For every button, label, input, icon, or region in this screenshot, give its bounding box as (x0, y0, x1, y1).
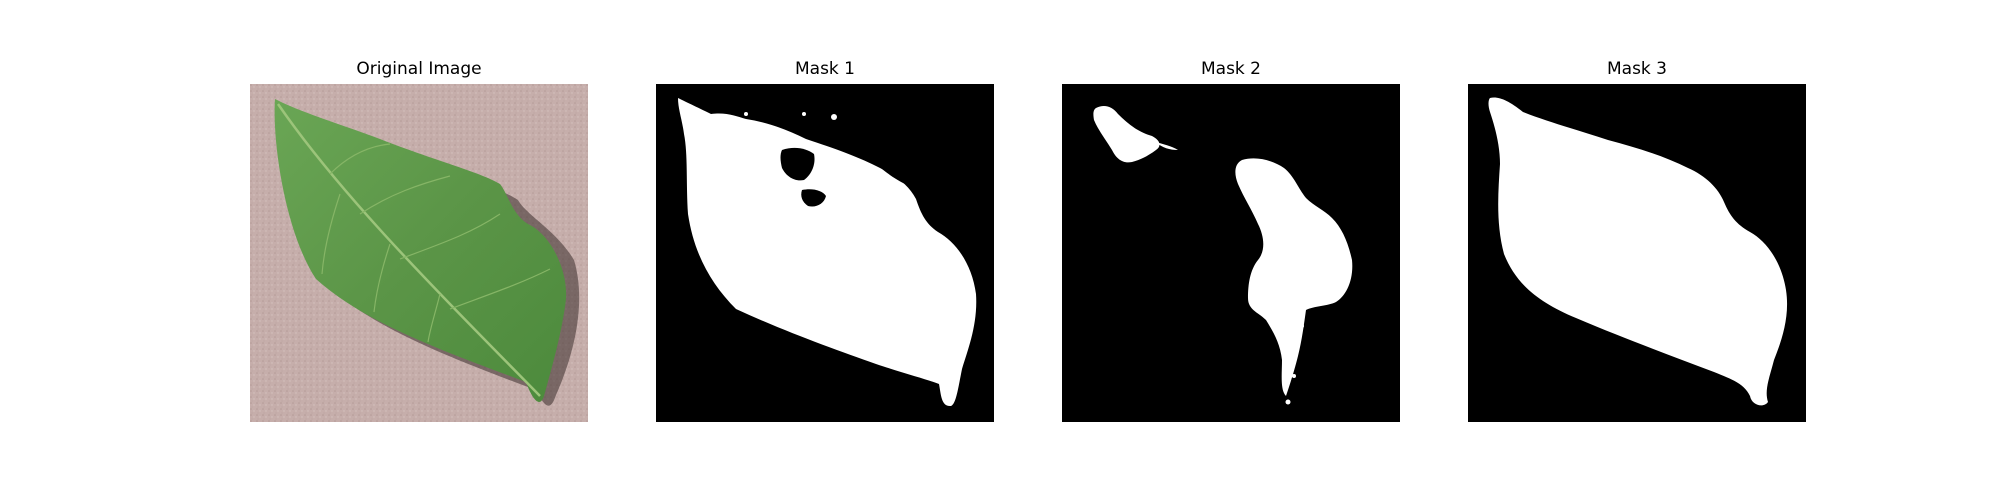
panel-title-mask-3: Mask 3 (1606, 59, 1667, 79)
leaf-shape (274, 99, 567, 402)
original-image (250, 84, 588, 422)
panel-title-original: Original Image (356, 59, 482, 79)
mask-3-svg (1468, 84, 1806, 422)
mask-1-image (656, 84, 994, 422)
panel-title-mask-1: Mask 1 (794, 59, 855, 79)
panel-title-mask-2: Mask 2 (1200, 59, 1261, 79)
original-image-svg (250, 84, 588, 422)
mask-2-svg (1062, 84, 1400, 422)
mask-1-svg (656, 84, 994, 422)
mask-2-image (1062, 84, 1400, 422)
mask-3-image (1468, 84, 1806, 422)
